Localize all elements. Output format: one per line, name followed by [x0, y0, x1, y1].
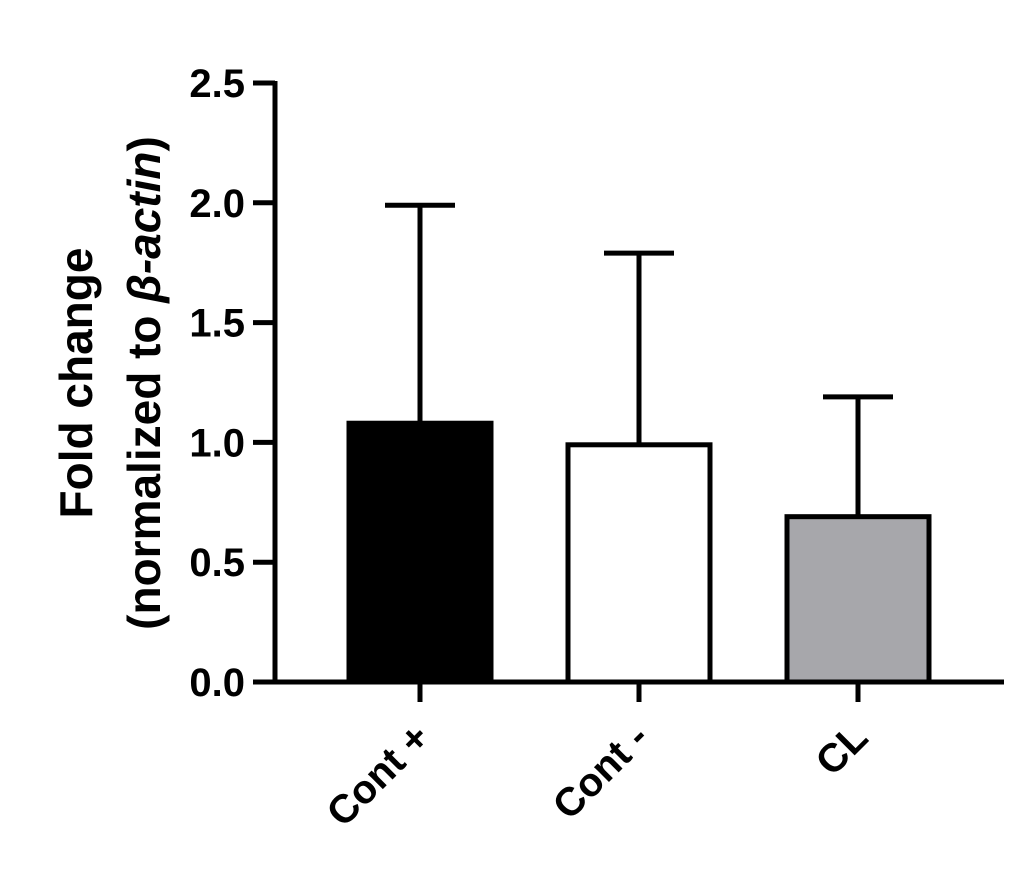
- y-tick-label-3: 1.0: [189, 421, 245, 465]
- y-axis-title-suffix: ): [118, 136, 170, 151]
- bar-3: [784, 514, 932, 685]
- plot-area: 0.0 0.5 1.0 1.5 2.0 2.5 Cont + Cont - CL: [189, 62, 1004, 835]
- bar-1: [346, 420, 494, 685]
- y-axis-title-italic: -actin: [118, 151, 170, 274]
- y-tick-label-5: 2.0: [189, 182, 245, 226]
- x-tick-label-1: Cont +: [318, 715, 438, 835]
- y-axis-title-prefix: (normalized to: [118, 303, 170, 630]
- y-axis-title: Fold change (normalized to β-actin): [50, 136, 170, 630]
- y-tick-label-1: 0.0: [189, 661, 245, 705]
- y-axis-title-line2: (normalized to β-actin): [118, 136, 170, 630]
- y-tick-label-4: 1.5: [189, 302, 245, 346]
- x-tick-label-2: Cont -: [545, 715, 658, 828]
- y-tick-label-2: 0.5: [189, 541, 245, 585]
- y-axis-title-symbol: β: [118, 274, 170, 304]
- y-tick-label-6: 2.5: [189, 62, 245, 106]
- x-tick-label-3: CL: [808, 715, 877, 784]
- y-axis-title-line1: Fold change: [50, 248, 102, 519]
- bar-2: [565, 442, 713, 685]
